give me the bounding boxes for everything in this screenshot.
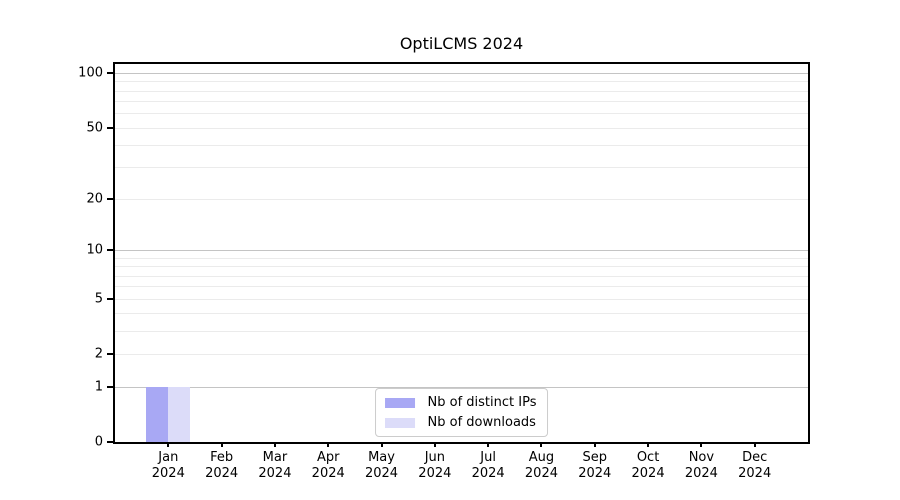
y-tick-label: 10 — [86, 242, 103, 258]
y-tick-label: 2 — [94, 346, 103, 362]
x-tick-label-year: 2024 — [364, 465, 399, 481]
x-tick-label: Oct 2024 — [632, 450, 665, 481]
y-tick-mark — [107, 353, 113, 356]
x-tick-label-year: 2024 — [578, 465, 612, 481]
x-tick-label: May 2024 — [365, 450, 398, 481]
x-tick-label-month: Apr — [316, 450, 340, 465]
y-tick-mark — [107, 441, 113, 443]
y-gridline-minor — [115, 331, 808, 333]
y-tick-mark — [107, 71, 113, 74]
y-tick-mark — [107, 385, 113, 388]
bar-distinct-ips-jan — [146, 386, 169, 442]
y-gridline-major — [115, 250, 808, 252]
y-gridline-minor — [115, 286, 808, 288]
x-tick-mark — [167, 442, 170, 447]
y-tick-label: 50 — [86, 120, 103, 136]
x-tick-mark — [220, 442, 223, 447]
x-tick-label-month: Sep — [582, 450, 608, 465]
x-tick-mark — [593, 442, 596, 447]
x-tick-mark — [753, 442, 756, 447]
y-gridline-minor — [115, 354, 808, 356]
y-gridline-minor — [115, 313, 808, 315]
x-tick-label-month: Nov — [688, 450, 715, 465]
legend-label-downloads: Nb of downloads — [427, 415, 536, 430]
y-gridline-minor — [115, 127, 808, 129]
y-gridline-major — [115, 72, 808, 74]
y-tick-label: 5 — [94, 291, 103, 307]
x-tick-mark — [433, 442, 436, 447]
x-tick-label: Feb 2024 — [205, 450, 238, 481]
y-tick-mark — [107, 197, 113, 200]
x-tick-mark — [700, 442, 703, 447]
x-tick-label-month: Aug — [528, 450, 555, 465]
x-tick-label-year: 2024 — [631, 465, 665, 481]
x-tick-label: Aug 2024 — [525, 450, 558, 481]
x-tick-label-year: 2024 — [524, 465, 558, 481]
y-gridline-minor — [115, 275, 808, 277]
x-tick-label: Jul 2024 — [472, 450, 505, 481]
x-tick-label-month: Oct — [636, 450, 660, 465]
x-tick-label-month: Dec — [742, 450, 768, 465]
legend-swatch-downloads — [384, 417, 415, 428]
y-gridline-minor — [115, 101, 808, 103]
x-tick-label-year: 2024 — [418, 465, 452, 481]
plot-area: Nb of distinct IPs Nb of downloads 0 1 2 5 1… — [78, 62, 810, 481]
x-tick-label: Mar 2024 — [258, 450, 291, 481]
x-tick-label: Sep 2024 — [578, 450, 611, 481]
y-gridline-minor — [115, 298, 808, 300]
y-tick-mark — [107, 249, 113, 252]
y-gridline-minor — [115, 167, 808, 169]
y-tick-mark — [107, 297, 113, 300]
x-tick-label: Nov 2024 — [685, 450, 718, 481]
y-gridline-minor — [115, 257, 808, 259]
legend: Nb of distinct IPs Nb of downloads — [374, 388, 549, 437]
x-tick-label: Jan 2024 — [152, 450, 185, 481]
x-tick-label-year: 2024 — [471, 465, 505, 481]
x-tick-label-month: Jun — [424, 450, 445, 465]
x-tick-label-year: 2024 — [151, 465, 185, 481]
x-tick-label: Apr 2024 — [312, 450, 345, 481]
y-gridline-minor — [115, 266, 808, 268]
y-tick-label: 100 — [78, 65, 103, 81]
x-tick-label-month: Jul — [480, 450, 496, 465]
x-tick-label-year: 2024 — [205, 465, 239, 481]
x-tick-label-year: 2024 — [684, 465, 718, 481]
x-tick-mark — [487, 442, 490, 447]
x-tick-mark — [273, 442, 276, 447]
y-gridline-minor — [115, 113, 808, 115]
legend-swatch-distinct-ips — [384, 397, 415, 408]
x-tick-label-year: 2024 — [738, 465, 772, 481]
x-tick-label-year: 2024 — [311, 465, 345, 481]
y-gridline-minor — [115, 145, 808, 147]
x-tick-label-month: Feb — [210, 450, 234, 465]
y-tick-label: 1 — [94, 379, 103, 395]
y-gridline-minor — [115, 90, 808, 92]
y-tick-mark — [107, 126, 113, 129]
x-tick-mark — [380, 442, 383, 447]
y-gridline-minor — [115, 81, 808, 83]
y-tick-label: 0 — [94, 434, 103, 450]
legend-item-distinct-ips: Nb of distinct IPs — [384, 395, 537, 410]
y-gridline-major — [115, 386, 808, 388]
x-tick-mark — [327, 442, 330, 447]
legend-label-distinct-ips: Nb of distinct IPs — [427, 395, 537, 410]
y-gridline-minor — [115, 198, 808, 200]
chart-title: OptiLCMS 2024 — [399, 34, 524, 53]
x-tick-label-month: Mar — [262, 450, 288, 465]
x-tick-label-year: 2024 — [258, 465, 292, 481]
x-tick-label: Jun 2024 — [418, 450, 451, 481]
x-tick-mark — [540, 442, 543, 447]
legend-item-downloads: Nb of downloads — [384, 415, 537, 430]
x-tick-mark — [647, 442, 650, 447]
x-tick-label-month: May — [368, 450, 395, 465]
x-tick-label-month: Jan — [158, 450, 179, 465]
x-tick-label: Dec 2024 — [738, 450, 771, 481]
y-tick-label: 20 — [86, 191, 103, 207]
bar-downloads-jan — [168, 386, 191, 442]
